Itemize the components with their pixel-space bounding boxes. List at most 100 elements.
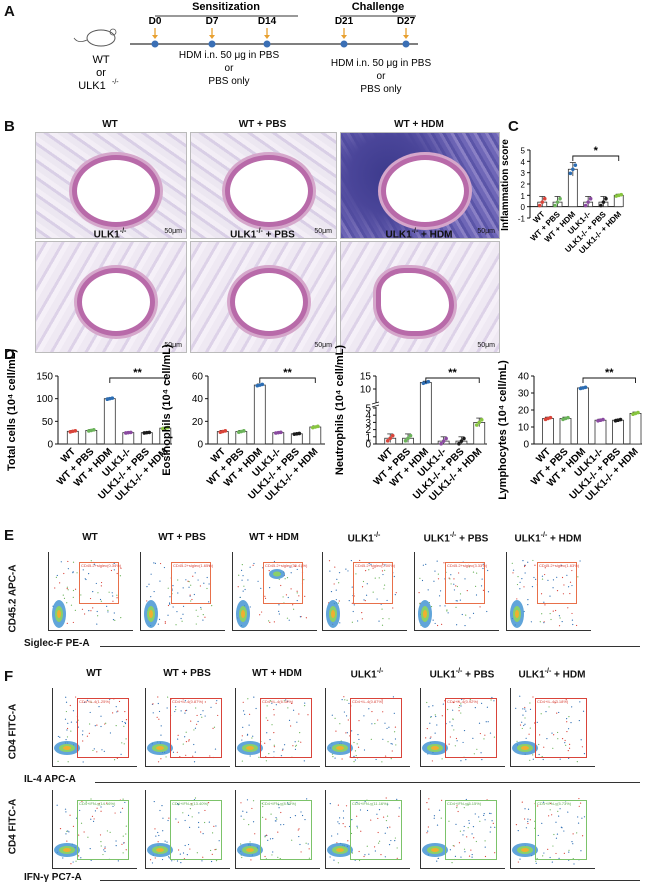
data-point: [566, 415, 570, 420]
y-axis-label: Lymphocytes (10⁴ cell/mL): [497, 360, 509, 500]
flow-plot: CD45.2+siglec(1.65%): [140, 552, 225, 631]
y-axis-label: Neutrophils (10⁴ cell/mL): [334, 345, 346, 475]
flow-plot: CD4+IFN-γ(14.16%): [52, 790, 137, 869]
data-point: [542, 196, 547, 201]
data-point: [316, 424, 320, 429]
timeline-diagram: WT or ULK1 -/- Sensitization Challenge D…: [73, 1, 431, 95]
data-point: [457, 441, 461, 446]
density-core: [515, 610, 519, 618]
histology-title-text: ULK1: [93, 229, 120, 241]
flow-scatter: [147, 696, 219, 763]
scale-bar: 50μm: [477, 228, 495, 235]
histology-title-sup: -/-: [256, 228, 263, 235]
data-point: [601, 200, 606, 204]
flow-title-text: WT + HDM: [249, 532, 299, 543]
flow-plot: CD45.2+siglec(0.00%): [322, 552, 407, 631]
data-point: [242, 429, 246, 433]
histology-title: ULK1-/-: [40, 228, 180, 240]
data-point: [571, 167, 575, 172]
arrowhead-icon: [209, 35, 215, 39]
gate-label: CD4+IFN-γ(8.03%): [262, 801, 297, 806]
flow-scatter: [512, 695, 586, 763]
bar: [85, 429, 98, 445]
data-point: [604, 196, 608, 201]
flow-title-suffix: + PBS: [456, 533, 489, 545]
histology-title-text: WT: [102, 119, 118, 130]
significance-bracket: [259, 377, 316, 383]
y-axis-label: Inflammation score: [500, 139, 511, 231]
flow-title-text: WT + PBS: [163, 668, 211, 679]
flow-title-sup: -/-: [540, 532, 548, 539]
panel-label-a: A: [4, 3, 15, 20]
significance-bracket: [572, 155, 620, 161]
flow-f-ylabel-1: CD4 FITC-A: [7, 703, 19, 760]
y-tick-label: 0: [197, 440, 203, 451]
y-tick-label: 5: [521, 147, 526, 156]
histology-image: 50μm: [340, 241, 500, 353]
histology-title: ULK1-/- + PBS: [193, 228, 333, 240]
gate: [79, 562, 119, 604]
gate-label: CD4+IL-4(0.87%): [352, 699, 384, 704]
flow-title-text: ULK1: [514, 533, 541, 545]
data-point: [388, 436, 393, 441]
flow-scatter: [54, 798, 127, 865]
gate-label: CD45.2+siglec(0.34%): [81, 563, 122, 568]
gate-label: CD45.2+siglec(1.65%): [173, 563, 214, 568]
timepoint-dot: [151, 40, 159, 48]
flow-title-text: WT + PBS: [158, 532, 206, 543]
significance-marker: *: [594, 145, 599, 157]
gate: [171, 562, 211, 604]
bar: [309, 426, 322, 445]
flow-e-ylabel: CD45.2 APC-A: [7, 564, 19, 633]
flow-title-text: ULK1: [429, 669, 456, 681]
gate: [260, 698, 312, 758]
y-tick-label: 0: [365, 440, 371, 451]
gate: [170, 800, 222, 860]
data-point: [586, 200, 590, 204]
y-tick-label: 20: [192, 417, 204, 428]
gate: [350, 698, 402, 758]
flow-scatter: [237, 798, 310, 861]
flow-plot: CD4+IFN-γ(5.73%): [510, 790, 595, 869]
density-core: [246, 746, 254, 750]
significance-marker: **: [448, 367, 457, 379]
data-point: [459, 439, 464, 443]
flow-title-sup: -/-: [455, 668, 463, 675]
flow-scatter: [418, 560, 490, 628]
flow-scatter: [147, 797, 220, 864]
y-tick-label: 40: [518, 372, 530, 383]
density-core: [336, 848, 344, 852]
significance-marker: **: [605, 367, 614, 379]
gate: [535, 698, 587, 758]
bar: [253, 384, 266, 445]
flow-plot: CD4+IL-4(0.87%): [325, 688, 410, 767]
gate-label: CD4+IFN-γ(6.15%): [447, 801, 482, 806]
flow-plot: CD4+IFN-γ(8.03%): [235, 790, 320, 869]
axis-break: [372, 403, 380, 407]
y-tick-label: 0: [47, 440, 53, 451]
flow-title-text: ULK1: [518, 669, 545, 681]
flow-plot: CD4+IL-4(0.92%): [420, 688, 505, 767]
significance-bracket: [582, 377, 636, 383]
density-core: [246, 848, 254, 852]
data-point: [601, 417, 605, 422]
flow-plot: CD45.2+siglec(1.63%): [506, 552, 591, 631]
flow-title-sup: -/-: [376, 668, 384, 675]
panel-label-d: D: [4, 346, 15, 363]
arrowhead-icon: [152, 35, 158, 39]
gate-label: CD4+IL-4(6.18%): [262, 699, 294, 704]
data-point: [555, 200, 560, 204]
histology-title-suffix: + PBS: [262, 229, 295, 241]
density-core: [63, 746, 71, 750]
gate: [353, 562, 393, 604]
bar: [612, 419, 624, 445]
data-point: [223, 429, 228, 433]
data-point: [110, 396, 115, 400]
flow-title-suffix: + HDM: [547, 533, 582, 545]
gate-label: CD45.2+siglec(30.41%): [265, 563, 308, 568]
gate-label: CD45.2+siglec(3.33%): [447, 563, 488, 568]
data-point: [92, 428, 96, 432]
scale-bar: 50μm: [164, 228, 182, 235]
